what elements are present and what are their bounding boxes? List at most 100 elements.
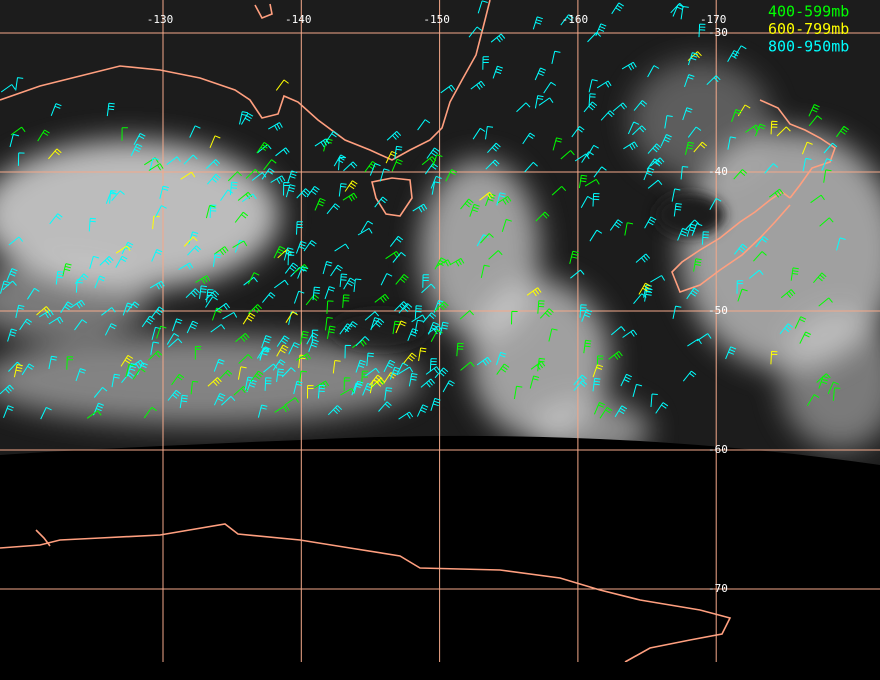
wind-barb <box>530 361 546 370</box>
wind-barb <box>86 410 102 419</box>
wind-barb <box>262 292 276 303</box>
wind-barb <box>835 125 849 138</box>
wind-barb <box>199 285 207 299</box>
wind-barb <box>49 213 63 225</box>
wind-barb <box>333 154 347 167</box>
wind-barb <box>408 373 418 387</box>
wind-barb <box>836 237 846 251</box>
wind-barb <box>364 160 378 173</box>
wind-barb <box>479 191 494 201</box>
wind-barb <box>15 77 24 91</box>
wind-barb <box>105 191 117 204</box>
wind-barb <box>477 0 488 14</box>
wind-barb <box>159 185 169 199</box>
wind-barb <box>212 253 222 267</box>
wind-barb <box>6 268 18 281</box>
wind-barb <box>622 329 638 338</box>
wind-barb <box>383 359 396 373</box>
wind-barb <box>256 141 270 154</box>
wind-barb <box>422 274 429 288</box>
wind-barb <box>307 385 314 399</box>
wind-barb <box>8 236 24 246</box>
wind-barb <box>685 219 700 230</box>
wind-barb <box>655 402 669 414</box>
wind-barb <box>754 123 766 137</box>
wind-barb <box>339 273 348 287</box>
wind-barb <box>111 373 121 388</box>
wind-barb <box>593 401 605 415</box>
wind-barb <box>394 301 409 312</box>
wind-barb <box>434 257 447 270</box>
wind-barb <box>36 306 51 316</box>
wind-barb <box>111 190 125 202</box>
wind-barb <box>125 363 135 378</box>
graticule <box>0 0 880 662</box>
longitude-label: -130 <box>147 13 174 26</box>
wind-barb <box>816 373 831 383</box>
wind-barb <box>623 141 638 151</box>
wind-barb <box>227 171 242 182</box>
wind-barb <box>537 300 545 314</box>
wind-barb <box>272 359 286 371</box>
wind-barb <box>476 234 489 247</box>
wind-barb <box>403 352 417 364</box>
wind-barb <box>551 50 561 65</box>
wind-barb <box>633 293 647 305</box>
wind-barb <box>671 188 681 202</box>
wind-barb <box>650 393 658 408</box>
wind-barb <box>516 102 531 113</box>
wind-barb <box>610 326 626 336</box>
wind-barb <box>421 283 436 294</box>
wind-barb <box>808 104 820 117</box>
wind-barb <box>243 276 258 286</box>
wind-barb <box>178 262 194 271</box>
wind-barb <box>186 320 199 334</box>
wind-barb <box>151 249 163 262</box>
wind-barb <box>482 56 489 70</box>
wind-barb <box>62 263 72 277</box>
wind-barb <box>55 271 64 285</box>
wind-barb <box>207 377 222 387</box>
wind-barb <box>21 363 35 376</box>
wind-barb <box>242 193 257 203</box>
wind-barb <box>343 161 358 172</box>
wind-barb <box>306 185 320 198</box>
wind-barb <box>600 110 615 121</box>
wind-barb <box>263 159 277 171</box>
wind-barb <box>569 250 579 265</box>
wind-barb <box>293 380 303 395</box>
wind-barb <box>394 145 403 160</box>
wind-barb <box>312 286 321 301</box>
wind-barb <box>632 383 643 398</box>
wind-barb <box>412 203 428 213</box>
wind-barb <box>480 233 494 244</box>
wind-barb <box>574 153 590 162</box>
wind-barb <box>237 366 247 380</box>
wind-barb <box>535 211 550 222</box>
wind-barb <box>330 264 343 277</box>
wind-barb <box>26 287 40 300</box>
wind-barb <box>171 318 183 332</box>
wind-barb <box>238 354 253 364</box>
wind-barb <box>644 288 653 302</box>
wind-barb <box>370 317 381 331</box>
wind-barb <box>240 112 254 125</box>
wind-barb <box>755 236 769 248</box>
wind-barb <box>213 246 229 256</box>
wind-barb <box>389 366 401 380</box>
wind-barb <box>344 180 358 192</box>
wind-barb <box>430 397 441 411</box>
wind-barb <box>234 211 249 223</box>
wind-barb <box>344 321 358 333</box>
wind-barb <box>303 240 317 252</box>
wind-barb <box>611 2 624 15</box>
wind-barb <box>638 282 651 295</box>
wind-barb <box>647 65 660 78</box>
wind-barb <box>274 404 290 413</box>
wind-barb <box>48 148 62 160</box>
wind-barb <box>338 156 346 171</box>
wind-barb <box>101 307 116 316</box>
wind-barb <box>770 120 778 135</box>
wind-barb <box>2 280 17 291</box>
